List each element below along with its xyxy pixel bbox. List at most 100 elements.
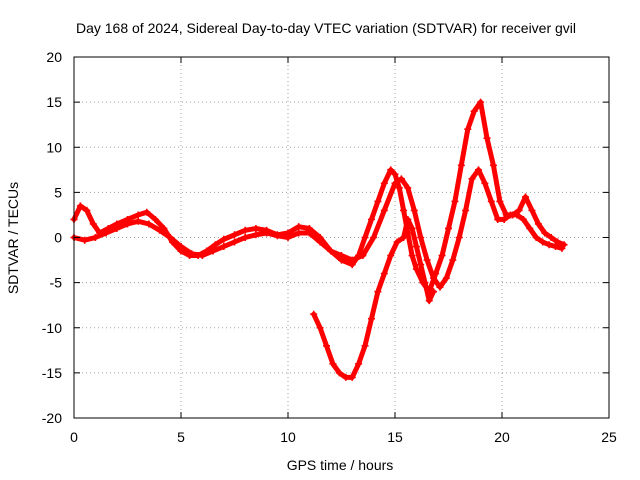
data-point <box>89 220 97 228</box>
data-point <box>539 238 547 246</box>
data-point <box>417 261 425 269</box>
data-point <box>370 234 378 241</box>
data-point <box>367 215 375 223</box>
data-point <box>327 247 335 255</box>
data-point <box>528 206 536 214</box>
tick-layer: 0 5 10 15 20 25 -20 -15 -10 -5 0 5 10 15 20 <box>42 49 617 445</box>
data-point <box>387 166 395 174</box>
data-point <box>252 231 260 239</box>
data-point <box>481 179 489 187</box>
x-tick-label: 25 <box>601 429 617 445</box>
data-point <box>231 231 238 239</box>
data-point <box>273 232 281 240</box>
data-point <box>241 234 249 241</box>
data-point <box>134 217 142 225</box>
data-point <box>151 215 159 223</box>
data-point <box>558 244 566 252</box>
data-point <box>335 369 343 377</box>
data-point <box>457 161 465 169</box>
y-tick-label: 5 <box>54 184 62 200</box>
data-point <box>397 175 405 183</box>
data-point <box>284 234 292 241</box>
data-point <box>534 220 542 228</box>
data-point <box>451 197 459 205</box>
data-point <box>468 175 476 183</box>
data-point <box>438 252 446 260</box>
data-point <box>113 224 121 232</box>
data-point <box>348 373 356 381</box>
data-point <box>474 166 482 174</box>
y-tick-label: -15 <box>42 365 62 381</box>
data-point <box>442 274 450 282</box>
data-point <box>209 247 217 255</box>
data-point <box>489 161 497 169</box>
data-point <box>342 373 350 381</box>
data-point <box>496 197 504 205</box>
data-point <box>188 250 196 258</box>
data-point <box>487 197 495 205</box>
data-point <box>361 234 369 241</box>
data-point <box>408 224 416 232</box>
data-point <box>166 234 174 241</box>
data-point <box>532 234 540 241</box>
data-point <box>387 252 395 260</box>
series-trace-b <box>70 166 566 291</box>
data-point <box>464 125 472 133</box>
data-point <box>380 206 388 214</box>
data-point <box>295 223 303 231</box>
data-point <box>462 206 470 214</box>
data-point <box>513 211 521 219</box>
data-point <box>404 215 412 223</box>
grid-layer <box>74 57 609 418</box>
data-point <box>295 229 303 237</box>
data-point <box>400 234 408 241</box>
data-point <box>211 241 219 249</box>
data-point <box>355 360 363 368</box>
data-point <box>124 220 131 228</box>
data-point <box>198 252 206 260</box>
data-point <box>323 342 331 350</box>
x-tick-label: 20 <box>494 429 510 445</box>
series-line <box>71 167 565 290</box>
data-point <box>400 206 408 214</box>
data-point <box>220 243 228 251</box>
series-trace-a <box>70 98 568 296</box>
data-point <box>526 224 534 232</box>
data-point <box>380 270 388 278</box>
data-point <box>359 252 367 260</box>
data-point <box>305 229 313 237</box>
data-point <box>395 184 403 192</box>
y-tick-label: -20 <box>42 410 62 426</box>
data-point <box>102 229 110 237</box>
data-point <box>393 238 401 246</box>
data-point <box>425 297 433 305</box>
data-point <box>515 206 523 214</box>
data-point <box>391 170 399 178</box>
data-point <box>547 234 555 241</box>
data-point <box>445 224 452 232</box>
data-point <box>541 229 549 237</box>
data-point <box>338 252 345 260</box>
data-point <box>455 234 463 241</box>
data-point <box>423 256 431 264</box>
data-point <box>391 179 399 187</box>
data-point <box>470 107 478 115</box>
series-line <box>311 216 436 380</box>
data-point <box>500 215 508 223</box>
y-tick-label: 20 <box>46 49 62 65</box>
data-point <box>177 243 185 251</box>
series-layer <box>70 98 568 381</box>
data-point <box>412 243 420 251</box>
data-point <box>545 241 553 249</box>
data-point <box>348 256 356 264</box>
data-point <box>329 360 337 368</box>
series-line <box>71 99 567 295</box>
data-point <box>241 226 249 234</box>
series-trace-c <box>310 215 438 381</box>
x-tick-label: 15 <box>387 429 403 445</box>
data-point <box>263 229 271 237</box>
data-point <box>91 234 99 241</box>
data-point <box>380 179 388 187</box>
data-point <box>310 310 318 318</box>
